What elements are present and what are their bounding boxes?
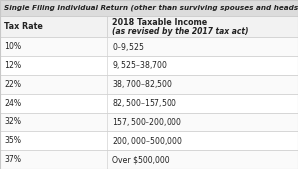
Bar [0, 94, 298, 113]
Bar [107, 131, 298, 150]
Text: 22%: 22% [4, 80, 21, 89]
Bar [107, 37, 298, 56]
Text: 37%: 37% [4, 155, 21, 164]
Text: 35%: 35% [4, 136, 21, 145]
Bar [0, 56, 298, 75]
Bar [0, 150, 298, 169]
Text: 2018 Taxable Income: 2018 Taxable Income [112, 18, 207, 27]
Bar [107, 113, 298, 131]
Text: $38,700 – $82,500: $38,700 – $82,500 [112, 78, 173, 90]
Text: 32%: 32% [4, 117, 21, 126]
Text: Tax Rate: Tax Rate [4, 22, 43, 31]
Text: (as revised by the 2017 tax act): (as revised by the 2017 tax act) [112, 27, 248, 36]
Bar [107, 16, 298, 37]
Bar [0, 113, 298, 131]
Text: 12%: 12% [4, 61, 21, 70]
Bar [0, 37, 298, 56]
Bar [0, 16, 298, 37]
Text: $82,500 – $157,500: $82,500 – $157,500 [112, 97, 177, 109]
Bar [0, 0, 298, 16]
Bar [107, 56, 298, 75]
Text: Over $500,000: Over $500,000 [112, 155, 169, 164]
Bar [107, 150, 298, 169]
Text: $9,525 – $38,700: $9,525 – $38,700 [112, 59, 168, 71]
Bar [107, 94, 298, 113]
Text: $200,000 – $500,000: $200,000 – $500,000 [112, 135, 183, 147]
Text: $0 – $9,525: $0 – $9,525 [112, 41, 144, 53]
Bar [0, 75, 298, 94]
Text: 10%: 10% [4, 42, 21, 51]
Text: $157,500 – $200,000: $157,500 – $200,000 [112, 116, 182, 128]
Text: Single Filing Individual Return (other than surviving spouses and heads of house: Single Filing Individual Return (other t… [4, 5, 298, 11]
Bar [0, 131, 298, 150]
Text: 24%: 24% [4, 99, 21, 108]
Bar [107, 75, 298, 94]
